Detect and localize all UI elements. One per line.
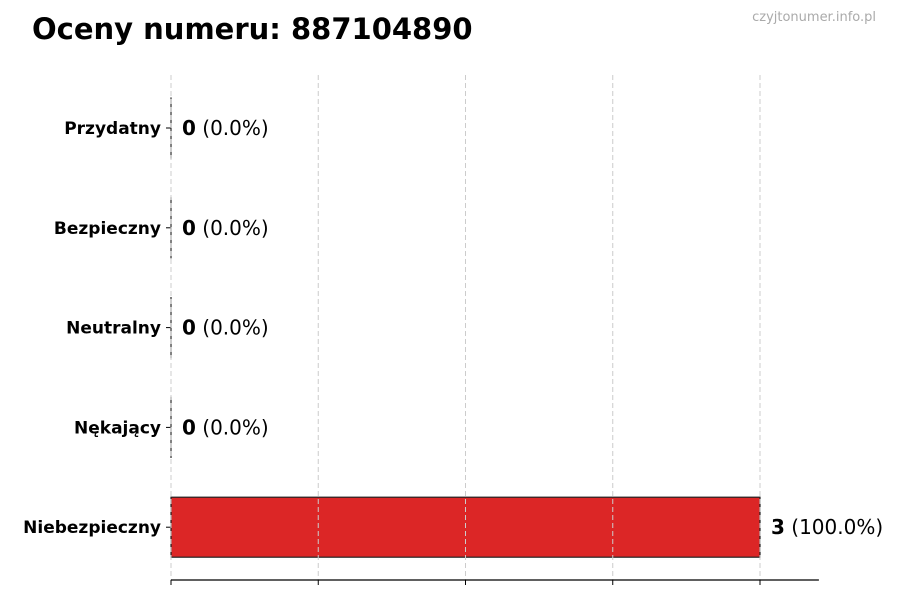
data-label-percent: (0.0%)	[196, 415, 269, 439]
y-tick-label: Bezpieczny	[54, 219, 161, 239]
data-label-count: 3	[771, 515, 785, 539]
y-tick-label: Niebezpieczny	[23, 518, 161, 538]
data-label-percent: (100.0%)	[785, 515, 883, 539]
data-label-percent: (0.0%)	[196, 316, 269, 340]
y-tick-label: Nękający	[74, 418, 161, 438]
chart-title: Oceny numeru: 887104890	[32, 12, 473, 46]
y-tick-label: Neutralny	[66, 319, 161, 339]
data-label: 3 (100.0%)	[771, 515, 883, 539]
data-label-count: 0	[182, 415, 196, 439]
data-label-count: 0	[182, 116, 196, 140]
data-label: 0 (0.0%)	[182, 116, 269, 140]
data-label-count: 0	[182, 316, 196, 340]
data-label: 0 (0.0%)	[182, 216, 269, 240]
data-label-count: 0	[182, 216, 196, 240]
data-label: 0 (0.0%)	[182, 316, 269, 340]
y-tick-label: Przydatny	[64, 119, 161, 139]
data-label: 0 (0.0%)	[182, 415, 269, 439]
data-label-percent: (0.0%)	[196, 116, 269, 140]
watermark: czyjtonumer.info.pl	[752, 10, 876, 25]
data-label-percent: (0.0%)	[196, 216, 269, 240]
